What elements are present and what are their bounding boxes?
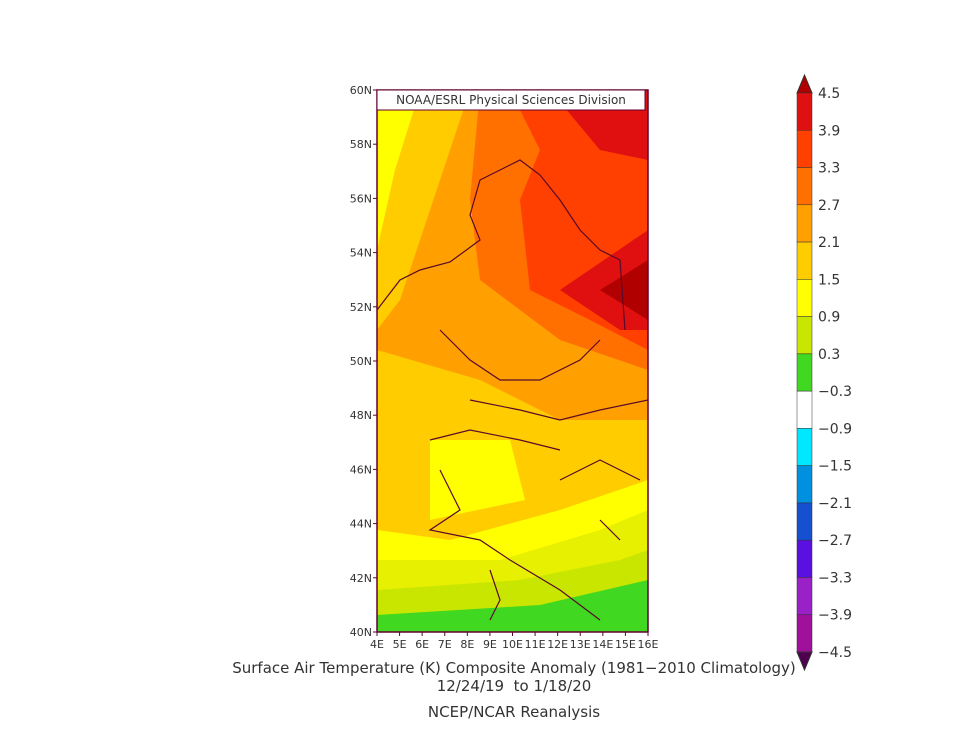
lat-label: 44N <box>350 518 372 531</box>
colorbar-band <box>796 167 813 206</box>
colorbar-band <box>796 316 813 355</box>
colorbar-band <box>796 428 813 466</box>
colorbar-bottom <box>796 651 813 672</box>
colorbar-band <box>796 92 813 131</box>
lon-label: 7E <box>438 638 452 651</box>
lon-label: 4E <box>370 638 384 651</box>
lon-label: 5E <box>393 638 407 651</box>
colorbar-label: 2.7 <box>818 198 840 214</box>
title: Surface Air Temperature (K) Composite An… <box>232 659 796 677</box>
colorbar-top <box>796 73 813 94</box>
colorbar-band <box>796 353 813 392</box>
colorbar-band <box>796 241 813 280</box>
colorbar-label: −4.5 <box>818 645 852 661</box>
lat-label: 42N <box>350 572 372 585</box>
lat-label: 60N <box>350 84 372 97</box>
colorbar-band <box>796 130 813 168</box>
lat-label: 56N <box>350 192 372 205</box>
colorbar-label: −1.5 <box>818 459 852 475</box>
lat-label: 50N <box>350 355 372 368</box>
credit: NOAA/ESRL Physical Sciences Division <box>396 93 626 107</box>
lat-label: 46N <box>350 463 372 476</box>
lon-label: 13E <box>570 638 591 651</box>
lat-label: 54N <box>350 247 372 260</box>
credit-box <box>376 89 646 111</box>
colorbar-label: 0.3 <box>818 347 840 363</box>
colorbar-label: −0.3 <box>818 384 852 400</box>
colorbar-band <box>796 279 813 317</box>
map-field <box>377 90 648 632</box>
lon-label: 9E <box>483 638 497 651</box>
lon-label: 6E <box>415 638 429 651</box>
source: NCEP/NCAR Reanalysis <box>428 703 600 721</box>
colorbar-label: −3.9 <box>818 608 852 624</box>
lat-label: 48N <box>350 409 372 422</box>
lon-label: 15E <box>615 638 636 651</box>
colorbar-label: 4.5 <box>818 86 840 102</box>
lon-label: 8E <box>460 638 474 651</box>
colorbar-label: 2.1 <box>818 235 840 251</box>
colorbar-band <box>796 539 813 578</box>
colorbar-band <box>796 502 813 541</box>
lon-label: 11E <box>525 638 546 651</box>
colorbar-label: −2.7 <box>818 533 852 549</box>
dates: 12/24/19 to 1/18/20 <box>437 677 592 695</box>
colorbar-label: 3.9 <box>818 123 840 139</box>
colorbar-band <box>796 390 813 429</box>
colorbar-label: 1.5 <box>818 272 840 288</box>
lon-label: 12E <box>547 638 568 651</box>
lat-label: 52N <box>350 301 372 314</box>
colorbar-label: 3.3 <box>818 161 840 177</box>
colorbar-label: −3.3 <box>818 570 852 586</box>
colorbar-band <box>796 204 813 243</box>
lat-label: 40N <box>350 626 372 639</box>
lat-label: 58N <box>350 138 372 151</box>
colorbar-band <box>796 577 813 615</box>
colorbar-label: −0.9 <box>818 421 852 437</box>
colorbar-band <box>796 465 813 504</box>
lon-label: 10E <box>502 638 523 651</box>
colorbar-label: −2.1 <box>818 496 852 512</box>
lon-label: 14E <box>592 638 613 651</box>
colorbar-band <box>796 614 813 653</box>
lon-label: 16E <box>638 638 659 651</box>
colorbar-label: 0.9 <box>818 310 840 326</box>
